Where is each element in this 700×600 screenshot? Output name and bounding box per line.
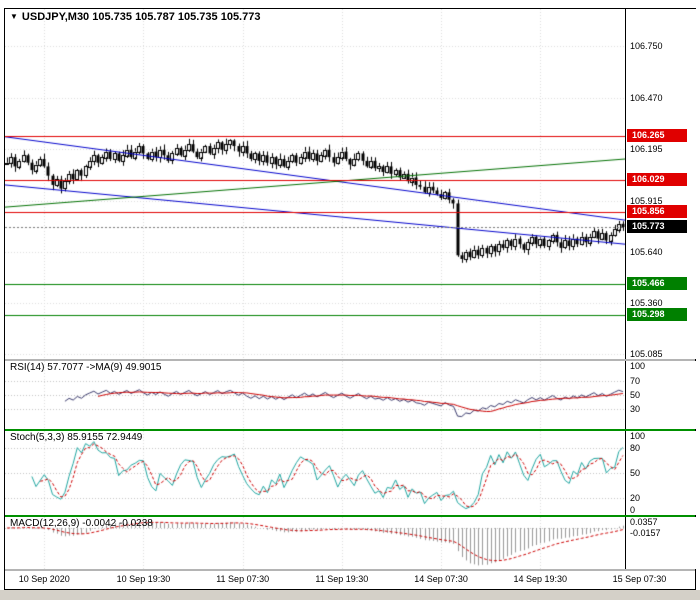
price-tick: 105.085 [630,349,663,360]
stochastic-tick: 100 [630,431,646,441]
price-scale[interactable]: 106.750 106.470 106.195 105.915 105.640 105.3… [625,9,697,359]
time-tick-label: 11 Sep 19:30 [315,574,369,584]
macd-label: MACD(12,26,9) -0.0042 -0.0238 [10,518,153,529]
time-tick-label: 14 Sep 07:30 [414,574,468,584]
bottom-strip [0,590,700,600]
current-price-label: 105.773 [627,220,687,234]
panel-separator[interactable] [5,569,695,571]
price-tick: 106.750 [630,41,663,52]
level-price-label: 105.856 [627,205,687,219]
panel-separator[interactable] [5,359,695,361]
price-tick: 106.470 [630,92,663,103]
rsi-panel: 100 70 50 30 RSI(14) 57.7077 ->MA(9) 49.901… [5,361,697,429]
symbol-marker-icon: ▼ [10,12,18,21]
symbol-period-label: USDJPY,M30 [21,11,90,23]
rsi-tick: 100 [630,361,646,371]
chart-frame: 106.750 106.470 106.195 105.915 105.640 105.3… [4,8,697,590]
time-tick-label: 10 Sep 2020 [18,574,70,584]
panel-separator[interactable] [5,515,695,517]
stochastic-panel: 100 80 50 20 0 Stoch(5,3,3) 85.9155 72.9449 [5,431,697,515]
price-chart-panel: 106.750 106.470 106.195 105.915 105.640 105.3… [5,9,697,359]
rsi-tick: 50 [630,390,641,400]
level-price-label: 105.466 [627,277,687,291]
macd-tick: -0.0157 [630,527,661,538]
rsi-tick: 70 [630,376,641,387]
time-tick-label: 14 Sep 19:30 [513,574,568,584]
stochastic-tick: 20 [630,493,641,504]
macd-tick: 0.0357 [630,517,658,527]
stochastic-canvas[interactable] [5,431,625,515]
stochastic-tick: 80 [630,442,641,453]
time-scale[interactable]: 10 Sep 2020 10 Sep 19:30 11 Sep 07:30 11 Se… [5,571,695,589]
rsi-label: RSI(14) 57.7077 ->MA(9) 49.9015 [10,362,162,373]
candlestick-canvas[interactable] [5,9,625,359]
price-tick: 105.640 [630,246,663,257]
stochastic-tick: 50 [630,468,641,478]
rsi-canvas[interactable] [5,361,625,429]
price-tick: 105.915 [630,195,663,206]
price-tick: 106.195 [630,143,663,154]
panel-separator[interactable] [5,429,695,431]
level-price-label: 105.298 [627,308,687,322]
time-tick-label: 11 Sep 07:30 [216,574,270,584]
stochastic-scale[interactable]: 100 80 50 20 0 [625,431,697,515]
rsi-tick: 30 [630,403,641,414]
level-price-label: 106.265 [627,129,687,143]
stochastic-label: Stoch(5,3,3) 85.9155 72.9449 [10,432,143,443]
time-tick-label: 15 Sep 07:30 [612,574,667,584]
price-tick: 105.360 [630,298,663,309]
level-price-label: 106.029 [627,173,687,187]
chart-title: ▼ USDJPY,M30 105.735 105.787 105.735 105.… [10,11,260,23]
macd-panel: 0.0357 -0.0157 MACD(12,26,9) -0.0042 -0.0… [5,517,697,569]
stochastic-tick: 0 [630,505,636,515]
macd-canvas[interactable] [5,517,625,569]
time-tick-label: 10 Sep 19:30 [116,574,171,584]
rsi-scale[interactable]: 100 70 50 30 [625,361,697,429]
ohlc-values: 105.735 105.787 105.735 105.773 [92,11,261,23]
macd-scale[interactable]: 0.0357 -0.0157 [625,517,697,569]
